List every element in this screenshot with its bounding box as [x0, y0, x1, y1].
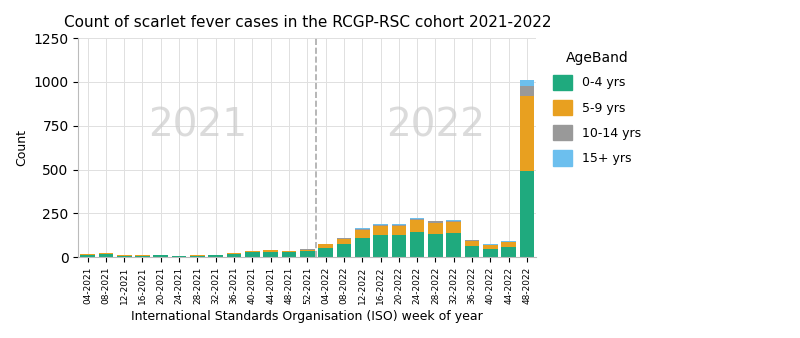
Bar: [374, 226, 388, 235]
Bar: [391, 225, 406, 226]
Bar: [502, 247, 516, 257]
Bar: [446, 222, 461, 233]
Bar: [98, 253, 113, 254]
Bar: [374, 235, 388, 257]
Bar: [428, 221, 442, 223]
Bar: [337, 244, 351, 257]
Bar: [355, 228, 370, 230]
Text: 2022: 2022: [386, 107, 485, 145]
Bar: [483, 245, 498, 249]
Bar: [374, 225, 388, 226]
Text: 2021: 2021: [148, 107, 247, 145]
Bar: [337, 239, 351, 244]
Y-axis label: Count: Count: [15, 129, 28, 166]
Bar: [483, 244, 498, 245]
Bar: [428, 223, 442, 234]
Bar: [520, 80, 534, 86]
Bar: [520, 96, 534, 171]
Bar: [154, 255, 168, 256]
Legend: 0-4 yrs, 5-9 yrs, 10-14 yrs, 15+ yrs: 0-4 yrs, 5-9 yrs, 10-14 yrs, 15+ yrs: [547, 44, 647, 172]
Bar: [465, 246, 479, 257]
Bar: [428, 234, 442, 257]
Bar: [117, 256, 131, 257]
Bar: [410, 218, 425, 219]
Bar: [245, 251, 260, 252]
Bar: [391, 224, 406, 225]
Bar: [502, 242, 516, 247]
Bar: [300, 251, 314, 257]
Bar: [446, 221, 461, 222]
X-axis label: International Standards Organisation (ISO) week of year: International Standards Organisation (IS…: [131, 310, 483, 323]
Bar: [355, 230, 370, 238]
Bar: [465, 241, 479, 246]
Bar: [355, 238, 370, 257]
Bar: [98, 254, 113, 257]
Bar: [80, 255, 95, 257]
Bar: [410, 220, 425, 232]
Bar: [391, 226, 406, 235]
Bar: [245, 252, 260, 257]
Bar: [282, 252, 296, 257]
Bar: [263, 250, 278, 251]
Bar: [318, 247, 333, 257]
Bar: [263, 251, 278, 257]
Bar: [190, 256, 205, 257]
Bar: [135, 256, 150, 257]
Bar: [374, 224, 388, 225]
Bar: [391, 235, 406, 257]
Bar: [318, 244, 333, 247]
Bar: [282, 251, 296, 252]
Bar: [226, 254, 242, 257]
Bar: [520, 171, 534, 257]
Title: Count of scarlet fever cases in the RCGP-RSC cohort 2021-2022: Count of scarlet fever cases in the RCGP…: [63, 15, 551, 30]
Bar: [483, 249, 498, 257]
Bar: [446, 220, 461, 221]
Bar: [154, 256, 168, 257]
Bar: [410, 219, 425, 220]
Bar: [410, 232, 425, 257]
Bar: [502, 241, 516, 242]
Bar: [300, 250, 314, 251]
Bar: [337, 238, 351, 239]
Bar: [80, 254, 95, 255]
Bar: [300, 249, 314, 250]
Bar: [520, 86, 534, 96]
Bar: [209, 255, 223, 256]
Bar: [209, 256, 223, 257]
Bar: [446, 233, 461, 257]
Bar: [465, 240, 479, 241]
Bar: [172, 256, 186, 257]
